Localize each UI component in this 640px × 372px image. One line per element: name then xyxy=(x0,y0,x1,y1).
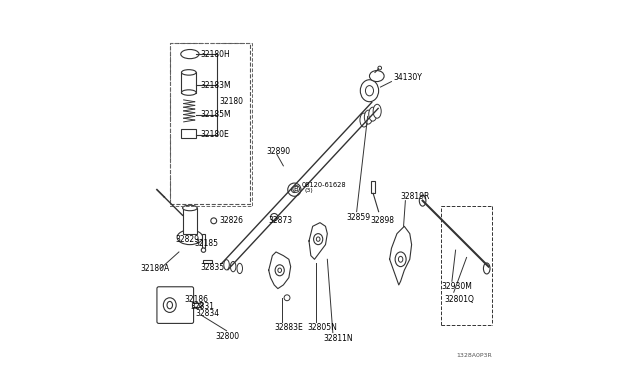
Ellipse shape xyxy=(180,49,199,59)
Text: 32883E: 32883E xyxy=(274,323,303,331)
Bar xyxy=(371,180,375,193)
Text: 32835: 32835 xyxy=(201,263,225,272)
Text: 32185: 32185 xyxy=(195,240,219,248)
Circle shape xyxy=(288,183,301,196)
Ellipse shape xyxy=(369,71,384,81)
Text: 32180E: 32180E xyxy=(201,130,230,139)
Text: (3): (3) xyxy=(305,188,314,193)
Ellipse shape xyxy=(182,90,196,95)
Ellipse shape xyxy=(314,234,323,245)
Bar xyxy=(182,73,196,93)
Ellipse shape xyxy=(483,263,490,274)
Text: 34130Y: 34130Y xyxy=(394,73,422,83)
Ellipse shape xyxy=(364,110,372,124)
Text: 32831: 32831 xyxy=(190,302,214,311)
Ellipse shape xyxy=(278,268,282,272)
Text: 1328A0P3R: 1328A0P3R xyxy=(456,353,492,358)
Ellipse shape xyxy=(167,301,173,309)
Bar xyxy=(203,260,212,263)
Ellipse shape xyxy=(230,262,236,272)
Ellipse shape xyxy=(199,302,203,307)
Text: 32930M: 32930M xyxy=(441,282,472,291)
Ellipse shape xyxy=(177,230,203,245)
Ellipse shape xyxy=(224,260,229,270)
Text: 32801Q: 32801Q xyxy=(445,295,474,304)
FancyBboxPatch shape xyxy=(170,43,250,204)
Ellipse shape xyxy=(182,70,196,75)
Circle shape xyxy=(378,66,381,70)
Text: 32180H: 32180H xyxy=(201,49,230,58)
Ellipse shape xyxy=(419,195,426,206)
Text: 32829: 32829 xyxy=(175,235,199,244)
Text: 32180: 32180 xyxy=(220,97,243,106)
Circle shape xyxy=(211,218,217,224)
Text: 32805N: 32805N xyxy=(307,323,337,331)
Text: 32890: 32890 xyxy=(267,147,291,156)
Ellipse shape xyxy=(395,252,406,267)
Text: 32873: 32873 xyxy=(269,216,293,225)
Ellipse shape xyxy=(360,113,368,127)
Text: 32859: 32859 xyxy=(346,213,371,222)
Ellipse shape xyxy=(237,263,243,273)
Text: 32180A: 32180A xyxy=(140,264,170,273)
Text: 32834: 32834 xyxy=(195,309,220,318)
Circle shape xyxy=(201,248,205,252)
Circle shape xyxy=(284,295,290,301)
Circle shape xyxy=(271,214,278,221)
Bar xyxy=(202,234,205,248)
Ellipse shape xyxy=(316,237,320,241)
Text: 32826: 32826 xyxy=(220,216,243,225)
Ellipse shape xyxy=(373,104,381,118)
FancyBboxPatch shape xyxy=(182,208,197,234)
Ellipse shape xyxy=(163,298,176,312)
Ellipse shape xyxy=(365,86,374,96)
Circle shape xyxy=(291,187,298,193)
Text: 32898: 32898 xyxy=(371,216,395,225)
Bar xyxy=(182,129,196,138)
Ellipse shape xyxy=(369,107,377,121)
Text: 32186: 32186 xyxy=(184,295,209,304)
Text: 32185M: 32185M xyxy=(201,110,232,119)
Bar xyxy=(192,302,201,307)
Text: 32811N: 32811N xyxy=(324,334,353,343)
Text: 32819R: 32819R xyxy=(401,192,430,202)
FancyBboxPatch shape xyxy=(157,287,193,323)
Text: B: B xyxy=(294,186,298,192)
Ellipse shape xyxy=(275,265,284,276)
Ellipse shape xyxy=(360,80,379,102)
Text: 32183M: 32183M xyxy=(201,81,232,90)
Ellipse shape xyxy=(182,205,197,211)
Text: 08120-61628: 08120-61628 xyxy=(301,182,346,188)
Text: 32800: 32800 xyxy=(216,332,240,341)
Ellipse shape xyxy=(399,256,403,262)
